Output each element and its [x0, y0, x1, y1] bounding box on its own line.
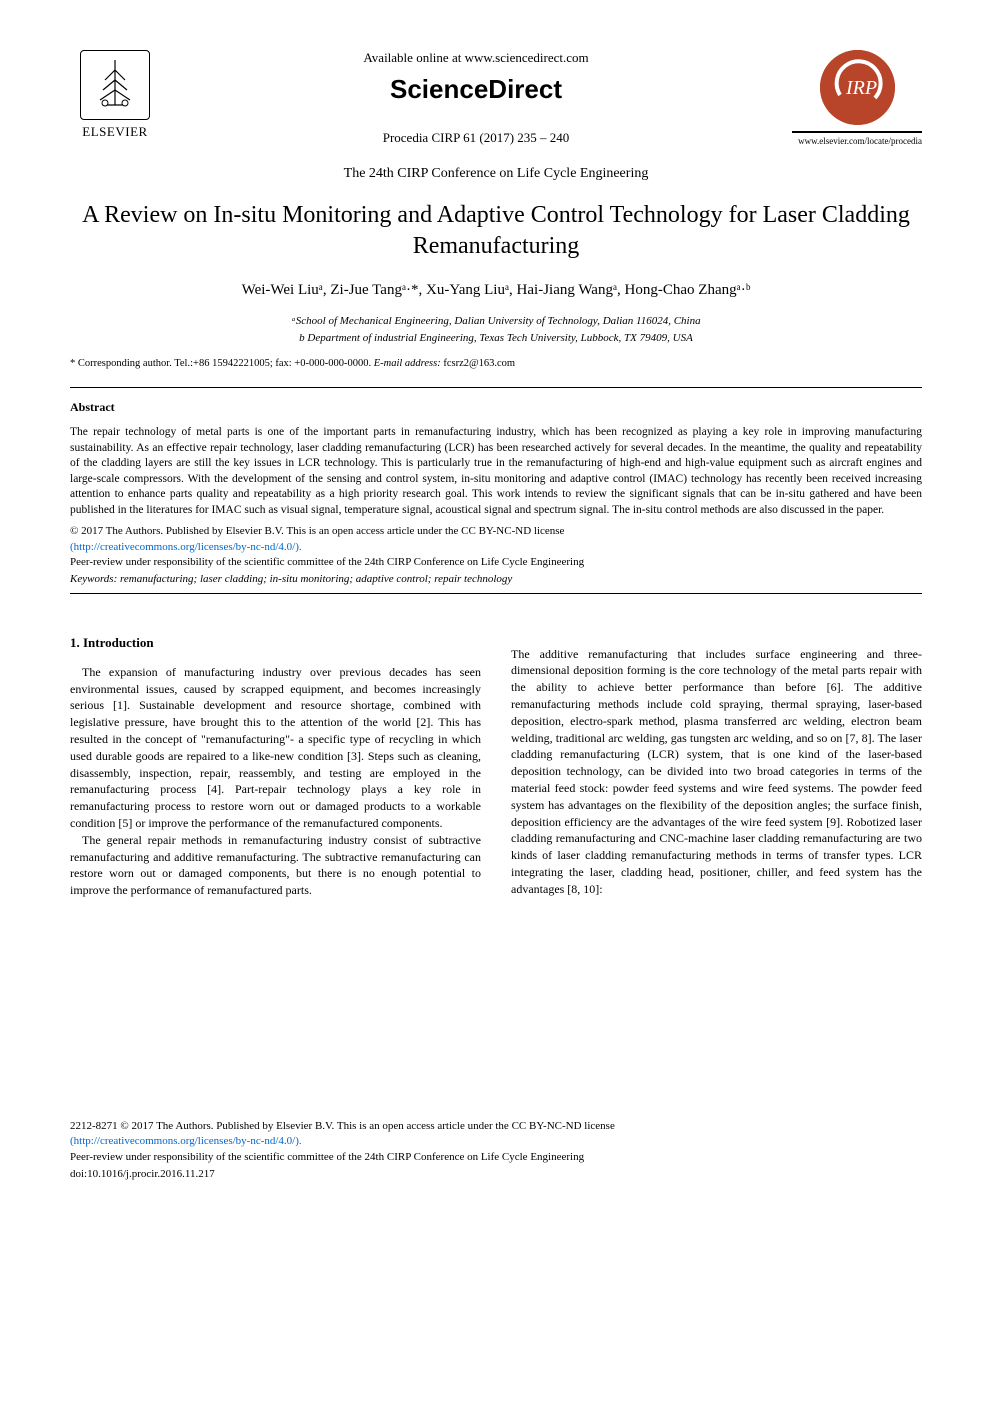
abstract-heading: Abstract	[70, 400, 922, 415]
elsevier-tree-icon	[80, 50, 150, 120]
email-address: fcsrz2@163.com	[441, 358, 515, 369]
footer-peer-review: Peer-review under responsibility of the …	[70, 1151, 584, 1163]
footer-license-link[interactable]: (http://creativecommons.org/licenses/by-…	[70, 1135, 302, 1147]
body-columns: 1. Introduction The expansion of manufac…	[70, 604, 922, 899]
paper-title: A Review on In-situ Monitoring and Adapt…	[70, 200, 922, 262]
copyright-block: © 2017 The Authors. Published by Elsevie…	[70, 524, 922, 555]
conference-name: The 24th CIRP Conference on Life Cycle E…	[70, 166, 922, 182]
divider-bottom	[70, 593, 922, 594]
left-column: 1. Introduction The expansion of manufac…	[70, 604, 481, 899]
section-1-title: 1. Introduction	[70, 634, 481, 652]
footer: 2212-8271 © 2017 The Authors. Published …	[70, 1119, 922, 1183]
cirp-logo-block: IRP www.elsevier.com/locate/procedia	[792, 50, 922, 146]
svg-text:IRP: IRP	[845, 77, 877, 99]
copyright-line1: © 2017 The Authors. Published by Elsevie…	[70, 525, 564, 537]
footer-copyright: 2212-8271 © 2017 The Authors. Published …	[70, 1120, 615, 1132]
keywords-line: Keywords: remanufacturing; laser claddin…	[70, 573, 922, 585]
cirp-logo-icon: IRP	[820, 50, 895, 125]
footer-doi: doi:10.1016/j.procir.2016.11.217	[70, 1167, 922, 1182]
peer-review-line: Peer-review under responsibility of the …	[70, 555, 922, 570]
affiliation-a: ᵃSchool of Mechanical Engineering, Dalia…	[70, 313, 922, 330]
authors-line: Wei-Wei Liuᵃ, Zi-Jue Tangᵃ·*, Xu-Yang Li…	[70, 282, 922, 299]
right-column: The additive remanufacturing that includ…	[511, 604, 922, 899]
divider-top	[70, 387, 922, 388]
cirp-url: www.elsevier.com/locate/procedia	[792, 136, 922, 146]
intro-para-3: The additive remanufacturing that includ…	[511, 646, 922, 898]
abstract-body: The repair technology of metal parts is …	[70, 425, 922, 518]
keywords-text: remanufacturing; laser cladding; in-situ…	[117, 573, 512, 585]
sciencedirect-logo: ScienceDirect	[180, 74, 772, 105]
elsevier-logo: ELSEVIER	[70, 50, 160, 140]
affiliations: ᵃSchool of Mechanical Engineering, Dalia…	[70, 313, 922, 346]
procedia-citation: Procedia CIRP 61 (2017) 235 – 240	[180, 130, 772, 146]
license-link[interactable]: (http://creativecommons.org/licenses/by-…	[70, 541, 302, 553]
corresponding-author: * Corresponding author. Tel.:+86 1594222…	[70, 358, 922, 369]
center-header: Available online at www.sciencedirect.co…	[160, 50, 792, 146]
elsevier-label: ELSEVIER	[82, 124, 147, 140]
affiliation-b: b Department of industrial Engineering, …	[70, 330, 922, 347]
intro-para-2: The general repair methods in remanufact…	[70, 832, 481, 899]
email-label: E-mail address:	[374, 358, 441, 369]
intro-para-1: The expansion of manufacturing industry …	[70, 664, 481, 832]
keywords-label: Keywords:	[70, 573, 117, 585]
header-row: ELSEVIER Available online at www.science…	[70, 50, 922, 146]
available-online-text: Available online at www.sciencedirect.co…	[180, 50, 772, 66]
cirp-divider	[792, 131, 922, 133]
corresponding-prefix: * Corresponding author. Tel.:+86 1594222…	[70, 358, 374, 369]
